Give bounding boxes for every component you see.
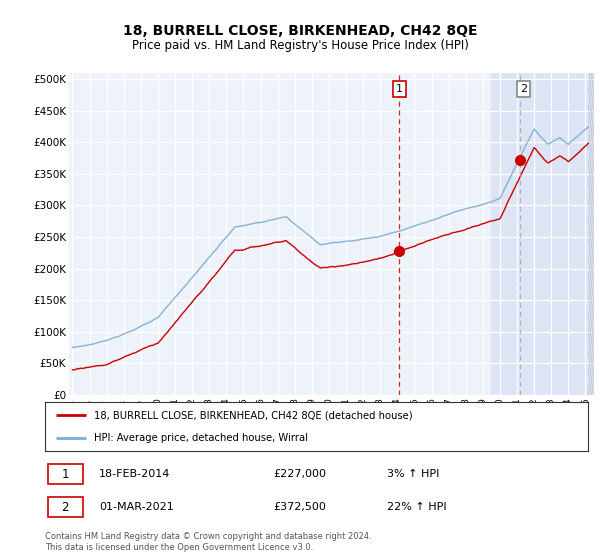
Text: 2: 2 <box>520 84 527 94</box>
Text: 18, BURRELL CLOSE, BIRKENHEAD, CH42 8QE: 18, BURRELL CLOSE, BIRKENHEAD, CH42 8QE <box>123 24 477 38</box>
Text: 2: 2 <box>62 501 69 514</box>
Text: 18-FEB-2014: 18-FEB-2014 <box>100 469 170 479</box>
Text: 01-MAR-2021: 01-MAR-2021 <box>100 502 174 512</box>
Text: 1: 1 <box>62 468 69 480</box>
Text: 18, BURRELL CLOSE, BIRKENHEAD, CH42 8QE (detached house): 18, BURRELL CLOSE, BIRKENHEAD, CH42 8QE … <box>94 410 412 421</box>
Bar <box>589 73 600 395</box>
Bar <box>491 73 600 395</box>
Text: 3% ↑ HPI: 3% ↑ HPI <box>387 469 439 479</box>
FancyBboxPatch shape <box>48 464 83 484</box>
Text: £372,500: £372,500 <box>273 502 326 512</box>
FancyBboxPatch shape <box>48 497 83 517</box>
Text: 1: 1 <box>396 84 403 94</box>
Text: Price paid vs. HM Land Registry's House Price Index (HPI): Price paid vs. HM Land Registry's House … <box>131 39 469 53</box>
Text: Contains HM Land Registry data © Crown copyright and database right 2024.
This d: Contains HM Land Registry data © Crown c… <box>45 533 371 552</box>
Text: HPI: Average price, detached house, Wirral: HPI: Average price, detached house, Wirr… <box>94 433 308 444</box>
Text: £227,000: £227,000 <box>273 469 326 479</box>
Text: 22% ↑ HPI: 22% ↑ HPI <box>387 502 447 512</box>
